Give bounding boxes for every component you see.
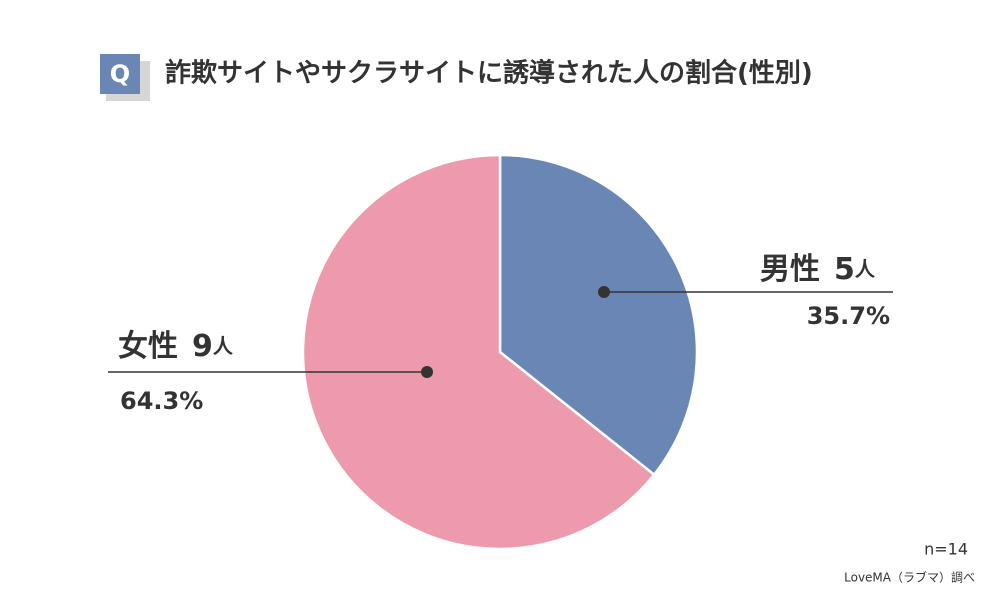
count-unit: 人: [213, 334, 234, 358]
leader-dot: [421, 366, 433, 378]
chart-title: 詐欺サイトやサクラサイトに誘導された人の割合(性別): [165, 58, 813, 89]
category-name: 男性: [760, 252, 820, 287]
value-label: 64.3%: [120, 387, 203, 415]
badge-text: Q: [110, 60, 130, 88]
count-unit: 人: [855, 257, 876, 281]
category-name: 女性: [118, 329, 178, 364]
leader-dot: [598, 286, 610, 298]
pie: [301, 153, 699, 551]
slice-label: 女性 9人: [118, 329, 234, 364]
count: 9: [192, 329, 213, 364]
sample-size: n=14: [924, 540, 968, 559]
value-label: 35.7%: [807, 302, 890, 330]
badge: [100, 54, 140, 94]
count: 5: [834, 252, 855, 287]
pie-slice: [498, 153, 699, 477]
pie-slice: [301, 153, 656, 551]
slice-label: 男性 5人: [760, 252, 876, 287]
source: LoveMA（ラブマ）調べ: [844, 570, 975, 585]
